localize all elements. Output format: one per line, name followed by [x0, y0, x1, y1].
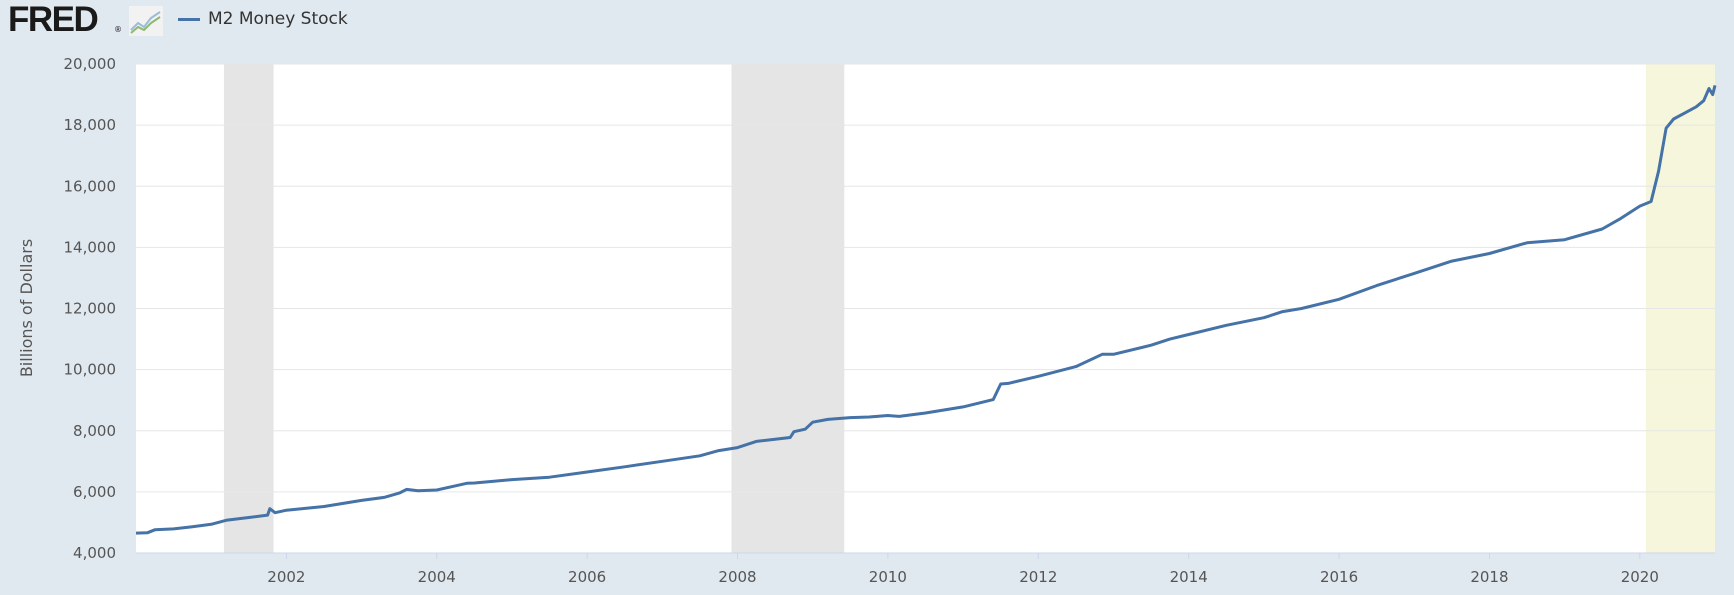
y-axis-ticks: 4,000 6,000 8,000 10,000 12,000 14,000 16,000 1…: [64, 55, 117, 562]
x-tick-label: 2020: [1621, 568, 1659, 586]
gridlines: [136, 63, 1715, 493]
x-tick-label: 2008: [718, 568, 756, 586]
legend-label[interactable]: M2 Money Stock: [208, 9, 348, 29]
x-tick-label: 2006: [568, 568, 606, 586]
x-tick-label: 2018: [1470, 568, 1508, 586]
series-line-m2-money-stock: [135, 85, 1717, 535]
y-tick-label: 4,000: [73, 544, 116, 562]
y-axis-label: Billions of Dollars: [17, 239, 36, 377]
registered-mark: ®: [114, 25, 122, 34]
y-tick-label: 12,000: [64, 300, 117, 318]
y-tick-label: 8,000: [73, 422, 116, 440]
y-tick-label: 14,000: [64, 238, 117, 256]
x-tick-label: 2014: [1170, 568, 1208, 586]
x-tick-label: 2004: [418, 568, 456, 586]
y-tick-label: 10,000: [64, 361, 117, 379]
x-tick-label: 2012: [1019, 568, 1057, 586]
y-tick-label: 16,000: [64, 177, 117, 195]
y-tick-label: 18,000: [64, 116, 117, 134]
x-tick-label: 2002: [267, 568, 305, 586]
x-tick-label: 2010: [869, 568, 907, 586]
x-axis-ticks: 2002 2004 2006 2008 2010 2012 2014 2016 2018 2020: [267, 553, 1659, 586]
y-tick-label: 20,000: [64, 55, 117, 73]
x-tick-label: 2016: [1320, 568, 1358, 586]
legend-swatch: [178, 18, 200, 21]
chart-header: FRED ® M2 Money Stock: [0, 0, 1734, 42]
line-graph-icon: [129, 6, 163, 36]
y-tick-label: 6,000: [73, 483, 116, 501]
fred-logo[interactable]: FRED: [8, 0, 99, 39]
